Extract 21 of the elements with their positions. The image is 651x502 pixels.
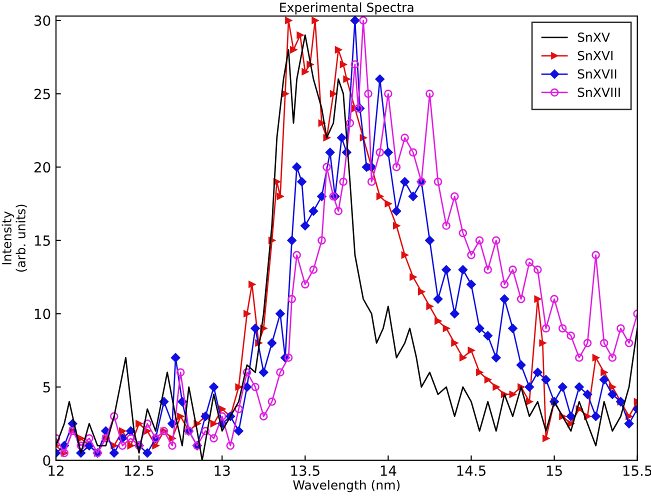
legend-label: SnXVI [578, 50, 612, 60]
x-tick-label: 12.5 [125, 465, 154, 476]
x-axis-title: Wavelength (nm) [293, 480, 400, 492]
legend-label: SnXV [578, 32, 610, 42]
x-tick-label: 15 [546, 466, 562, 476]
y-tick-label: 5 [43, 382, 50, 392]
x-tick-label: 13.5 [291, 465, 320, 476]
y-tick-label: 25 [34, 88, 50, 100]
y-tick-label: 0 [43, 455, 50, 466]
y-tick-label: 15 [34, 236, 50, 246]
y-tick-label: 10 [34, 308, 50, 320]
x-tick-label: 12 [48, 465, 64, 476]
legend-label: SnXVIII [578, 88, 620, 98]
x-tick-label: 14 [380, 466, 396, 476]
legend-label: SnXVII [578, 69, 616, 79]
y-tick-label: 30 [34, 15, 50, 26]
x-tick-label: 14.5 [457, 466, 486, 476]
y-tick-label: 20 [34, 162, 50, 173]
chart-title: Experimental Spectra [280, 2, 414, 14]
x-tick-label: 13 [214, 465, 230, 476]
y-axis-title: Intensity (arb. units) [2, 204, 27, 272]
